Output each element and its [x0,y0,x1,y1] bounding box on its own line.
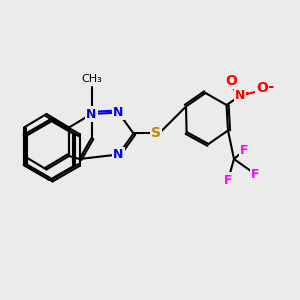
Text: F: F [240,143,249,157]
Text: -: - [267,80,273,94]
Text: +: + [238,86,249,99]
Text: CH₃: CH₃ [81,74,102,84]
Text: N: N [113,106,124,119]
Text: N: N [86,107,97,121]
Text: F: F [251,167,259,181]
Text: F: F [224,173,232,187]
Text: O: O [256,82,268,95]
Text: N: N [113,148,124,161]
Text: N: N [235,89,245,103]
Text: S: S [151,127,161,140]
Text: O: O [225,74,237,88]
